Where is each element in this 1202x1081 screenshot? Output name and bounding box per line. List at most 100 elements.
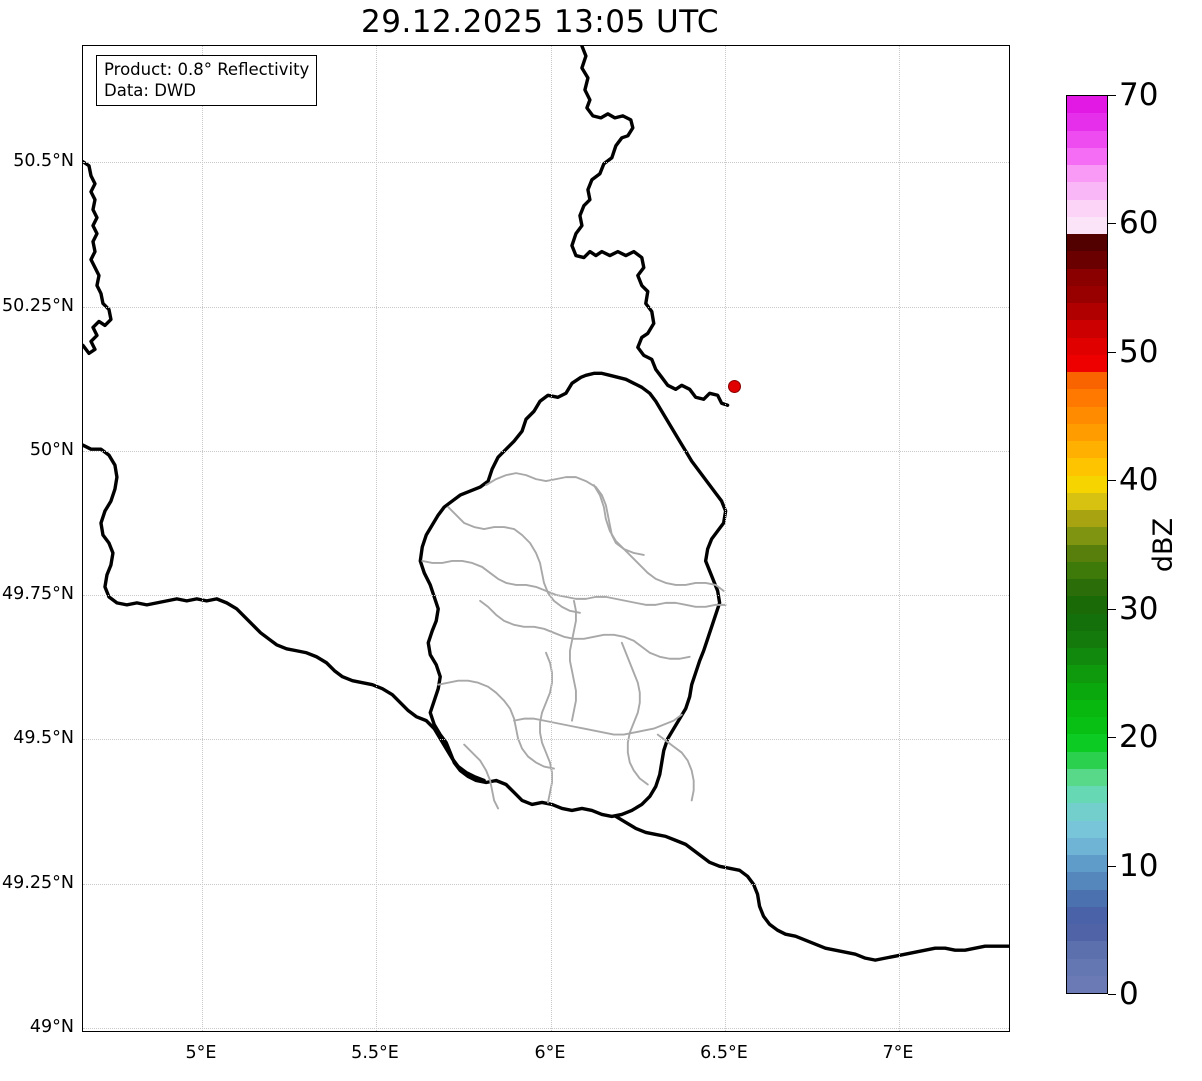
gridline-lon-6 [551,46,552,1031]
colorbar-band-12 [1067,768,1107,786]
lat-tick-label-49: 49°N [29,1017,74,1037]
colorbar-band-51 [1067,96,1107,114]
colorbar-band-13 [1067,751,1107,769]
colorbar[interactable] [1066,95,1108,994]
colorbar-band-39 [1067,303,1107,321]
colorbar-tick-50 [1108,351,1116,353]
colorbar-band-48 [1067,147,1107,165]
gridline-lat-50 [83,451,1009,452]
colorbar-tick-30 [1108,608,1116,610]
lon-tick-label-6: 6°E [534,1043,566,1063]
colorbar-band-50 [1067,113,1107,131]
colorbar-tick-0 [1108,994,1116,995]
colorbar-band-8 [1067,837,1107,855]
colorbar-tick-20 [1108,737,1116,739]
colorbar-band-28 [1067,492,1107,510]
gridline-lon-7 [899,46,900,1031]
info-product-line: Product: 0.8° Reflectivity [104,60,310,79]
colorbar-tick-label-10: 10 [1119,847,1159,884]
colorbar-band-47 [1067,165,1107,183]
colorbar-axis-label: dBZ [1148,517,1179,573]
colorbar-band-49 [1067,130,1107,148]
colorbar-tick-label-0: 0 [1119,976,1139,1012]
colorbar-band-0 [1067,975,1107,993]
colorbar-band-9 [1067,820,1107,838]
colorbar-tick-label-60: 60 [1119,205,1159,242]
colorbar-band-31 [1067,441,1107,459]
colorbar-band-11 [1067,786,1107,804]
colorbar-band-37 [1067,337,1107,355]
gridline-lat-50_5 [83,162,1009,163]
colorbar-band-24 [1067,561,1107,579]
colorbar-band-19 [1067,648,1107,666]
colorbar-band-29 [1067,475,1107,493]
page-title: 29.12.2025 13:05 UTC [361,4,719,40]
colorbar-band-46 [1067,182,1107,200]
colorbar-band-41 [1067,268,1107,286]
colorbar-band-32 [1067,423,1107,441]
colorbar-tick-60 [1108,223,1116,225]
gridline-lat-50_25 [83,307,1009,308]
gridline-lat-49_5 [83,739,1009,740]
colorbar-tick-70 [1108,95,1116,96]
colorbar-band-27 [1067,510,1107,528]
gridline-lat-49_75 [83,595,1009,596]
colorbar-band-45 [1067,199,1107,217]
colorbar-band-25 [1067,544,1107,562]
colorbar-band-17 [1067,682,1107,700]
gridline-lon-5 [202,46,203,1031]
colorbar-band-23 [1067,579,1107,597]
colorbar-tick-label-70: 70 [1119,77,1159,113]
colorbar-band-16 [1067,699,1107,717]
lat-tick-label-50_5: 50.5°N [13,151,74,171]
lat-tick-label-50: 50°N [29,440,74,460]
colorbar-band-44 [1067,216,1107,234]
colorbar-tick-40 [1108,480,1116,482]
gridline-lon-5_5 [376,46,377,1031]
colorbar-gradient [1067,96,1107,993]
lon-tick-label-5_5: 5.5°E [351,1043,399,1063]
info-data-line: Data: DWD [104,81,196,101]
gridline-lat-49 [83,1028,1009,1029]
colorbar-tick-label-20: 20 [1119,719,1159,756]
colorbar-band-3 [1067,924,1107,942]
colorbar-band-4 [1067,906,1107,924]
colorbar-band-40 [1067,285,1107,303]
gridline-lon-6_5 [725,46,726,1031]
colorbar-band-5 [1067,889,1107,907]
colorbar-band-35 [1067,372,1107,390]
lat-tick-label-49_5: 49.5°N [13,728,74,748]
colorbar-band-38 [1067,320,1107,338]
colorbar-band-18 [1067,665,1107,683]
lon-tick-label-5: 5°E [185,1043,217,1063]
colorbar-band-36 [1067,354,1107,372]
gridline-lat-49_25 [83,884,1009,885]
lon-tick-label-6_5: 6.5°E [700,1043,748,1063]
colorbar-band-33 [1067,406,1107,424]
colorbar-band-7 [1067,855,1107,873]
lon-tick-label-7: 7°E [882,1043,914,1063]
colorbar-band-14 [1067,734,1107,752]
lat-tick-label-49_25: 49.25°N [2,873,74,893]
colorbar-tick-10 [1108,865,1116,867]
colorbar-band-26 [1067,527,1107,545]
product-info-box: Product: 0.8° Reflectivity Data: DWD [96,55,318,107]
colorbar-band-20 [1067,630,1107,648]
lat-tick-label-49_75: 49.75°N [2,584,74,604]
colorbar-tick-label-30: 30 [1119,590,1159,627]
colorbar-band-21 [1067,613,1107,631]
colorbar-band-1 [1067,958,1107,976]
colorbar-band-2 [1067,941,1107,959]
colorbar-band-30 [1067,458,1107,476]
radar-site-marker[interactable] [728,380,741,393]
colorbar-band-10 [1067,803,1107,821]
colorbar-band-43 [1067,234,1107,252]
lat-tick-label-50_25: 50.25°N [2,296,74,316]
colorbar-tick-label-50: 50 [1119,333,1159,370]
colorbar-band-15 [1067,717,1107,735]
colorbar-tick-label-40: 40 [1119,462,1159,499]
map-plot-area[interactable]: Product: 0.8° Reflectivity Data: DWD [82,45,1010,1032]
colorbar-band-34 [1067,389,1107,407]
colorbar-band-42 [1067,251,1107,269]
